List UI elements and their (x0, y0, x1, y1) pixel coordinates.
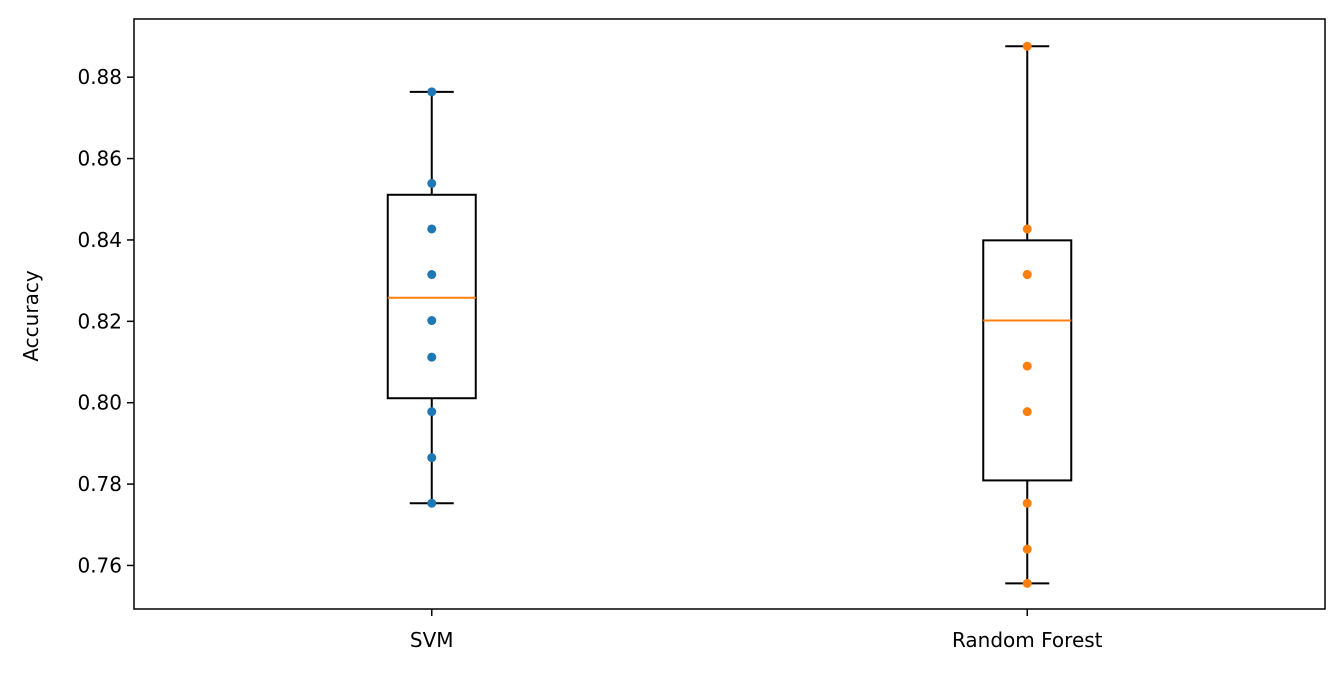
data-point (427, 407, 437, 417)
y-tick-label: 0.88 (77, 65, 122, 89)
data-point (1022, 578, 1032, 588)
data-point (1022, 498, 1032, 508)
data-point (427, 178, 437, 188)
x-tick-label: Random Forest (952, 628, 1103, 652)
data-point (427, 352, 437, 362)
axes-frame (133, 18, 1326, 610)
plot-area (386, 41, 1073, 588)
data-point (1022, 270, 1032, 280)
y-tick-label: 0.82 (77, 309, 122, 333)
data-point (427, 453, 437, 463)
y-tick-label: 0.80 (77, 391, 122, 415)
y-axis: 0.76 0.78 0.80 0.82 0.84 0.86 0.88 (77, 65, 134, 577)
box-svm (386, 87, 477, 508)
data-point (1022, 544, 1032, 554)
y-tick-label: 0.84 (77, 228, 122, 252)
x-axis: SVM Random Forest (410, 609, 1103, 652)
y-tick-label: 0.86 (77, 147, 122, 171)
data-point (427, 87, 437, 97)
y-tick-label: 0.78 (77, 472, 122, 496)
box-iqr (386, 193, 477, 400)
box-iqr (982, 239, 1073, 482)
data-point (427, 224, 437, 234)
data-point (1022, 361, 1032, 371)
data-point (427, 316, 437, 326)
data-point (427, 270, 437, 280)
data-point (1022, 407, 1032, 417)
data-point (427, 498, 437, 508)
y-axis-label: Accuracy (19, 270, 43, 361)
data-point (1022, 41, 1032, 51)
x-tick-label: SVM (410, 628, 454, 652)
box-random-forest (982, 41, 1073, 588)
y-tick-label: 0.76 (77, 553, 122, 577)
data-point (1022, 224, 1032, 234)
